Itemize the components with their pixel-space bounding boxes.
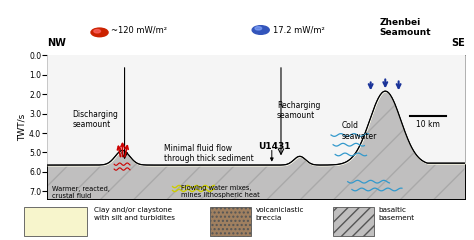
Text: Zhenbei
Seamount: Zhenbei Seamount — [379, 18, 431, 37]
Text: ~120 mW/m²: ~120 mW/m² — [111, 25, 167, 35]
Text: Clay and/or claystone
with silt and turbidites: Clay and/or claystone with silt and turb… — [94, 207, 175, 221]
Bar — [210, 207, 251, 236]
Text: basaltic
basement: basaltic basement — [378, 207, 415, 221]
Text: 17.2 mW/m²: 17.2 mW/m² — [273, 25, 324, 35]
Text: NW: NW — [47, 38, 66, 48]
Text: 10 km: 10 km — [416, 120, 440, 129]
Text: Minimal fluid flow
through thick sediment: Minimal fluid flow through thick sedimen… — [164, 144, 254, 163]
Text: U1431: U1431 — [258, 142, 291, 151]
Text: volcaniclastic
breccia: volcaniclastic breccia — [255, 207, 304, 221]
Y-axis label: TWT/s: TWT/s — [17, 114, 26, 141]
Text: Cold
seawater: Cold seawater — [341, 121, 377, 141]
Bar — [333, 207, 374, 236]
Text: Warmer, reacted,
crustal fluid: Warmer, reacted, crustal fluid — [52, 186, 109, 198]
Text: SE: SE — [451, 38, 465, 48]
Text: Flowing water mixes,
mines lithospheric heat: Flowing water mixes, mines lithospheric … — [181, 185, 260, 198]
Text: Discharging
seamount: Discharging seamount — [73, 110, 118, 129]
Text: Recharging
seamount: Recharging seamount — [277, 101, 320, 120]
Bar — [24, 207, 87, 236]
